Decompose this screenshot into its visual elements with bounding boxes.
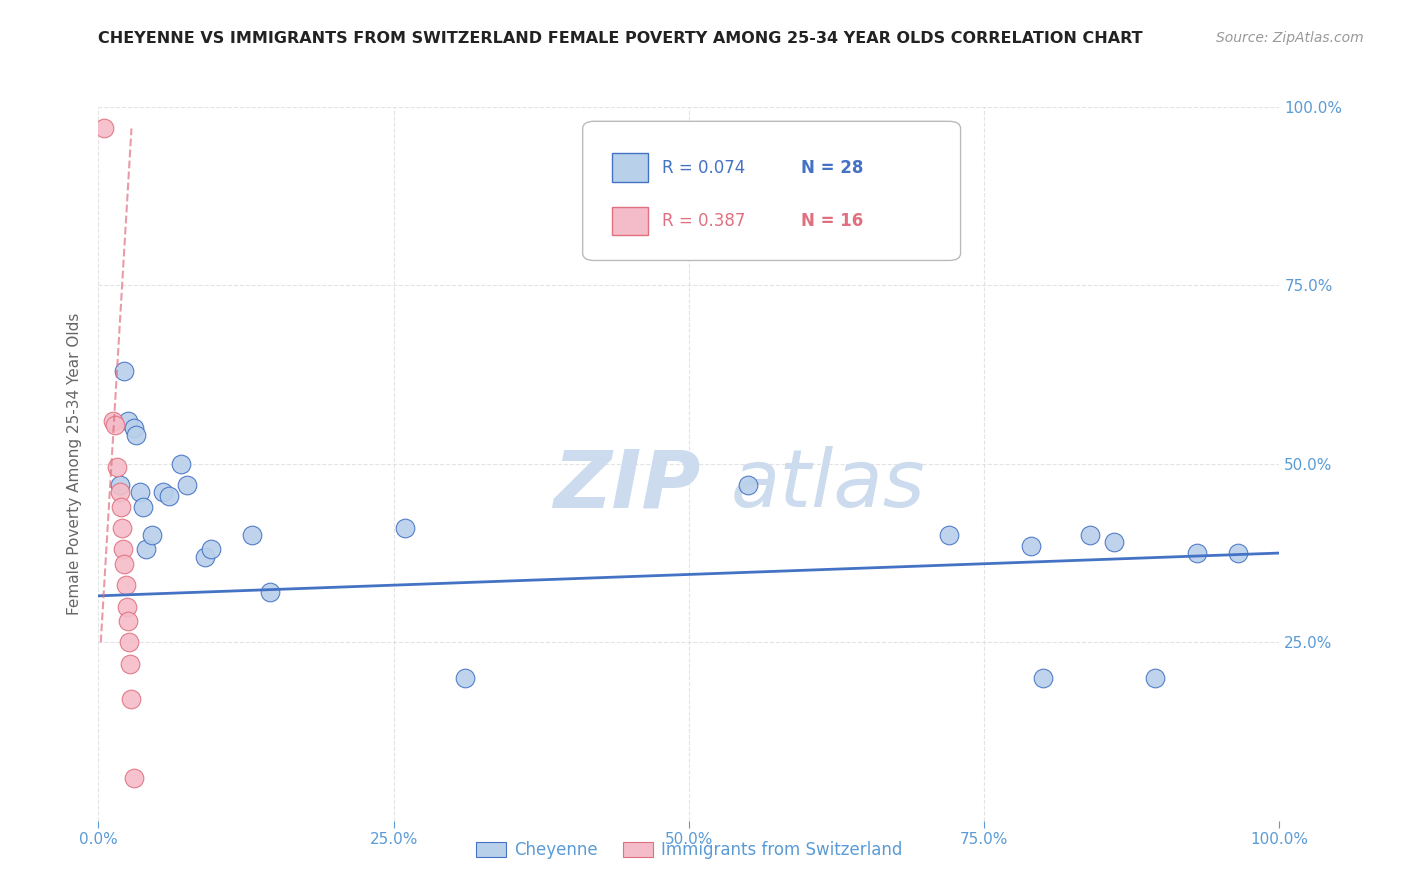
Point <box>128 485 150 500</box>
Point <box>259 585 281 599</box>
Text: N = 16: N = 16 <box>801 212 863 230</box>
Point <box>118 635 141 649</box>
Point <box>132 500 155 514</box>
Point <box>112 364 135 378</box>
Point <box>111 521 134 535</box>
Text: N = 28: N = 28 <box>801 159 863 177</box>
Point <box>105 460 128 475</box>
Point <box>737 478 759 492</box>
Point <box>112 557 135 571</box>
Point <box>122 421 145 435</box>
Point <box>125 428 148 442</box>
Text: CHEYENNE VS IMMIGRANTS FROM SWITZERLAND FEMALE POVERTY AMONG 25-34 YEAR OLDS COR: CHEYENNE VS IMMIGRANTS FROM SWITZERLAND … <box>98 31 1143 46</box>
Point <box>121 692 143 706</box>
Point <box>114 578 136 592</box>
Point <box>93 121 115 136</box>
Y-axis label: Female Poverty Among 25-34 Year Olds: Female Poverty Among 25-34 Year Olds <box>67 313 83 615</box>
Point <box>1144 671 1167 685</box>
Point <box>101 414 124 428</box>
Point <box>938 528 960 542</box>
Text: ZIP: ZIP <box>553 446 700 524</box>
Point <box>108 485 131 500</box>
Text: atlas: atlas <box>730 446 925 524</box>
Point <box>453 671 475 685</box>
Point <box>194 549 217 564</box>
Point <box>117 614 139 628</box>
Point <box>1032 671 1054 685</box>
Point <box>110 500 132 514</box>
Text: R = 0.074: R = 0.074 <box>662 159 745 177</box>
Point <box>1102 535 1125 549</box>
Point <box>104 417 127 432</box>
Point <box>1227 546 1250 560</box>
Point <box>112 542 135 557</box>
Point <box>170 457 193 471</box>
Legend: Cheyenne, Immigrants from Switzerland: Cheyenne, Immigrants from Switzerland <box>470 835 908 866</box>
Point <box>200 542 222 557</box>
Text: R = 0.387: R = 0.387 <box>662 212 745 230</box>
Point <box>394 521 416 535</box>
Point <box>1080 528 1102 542</box>
Text: Source: ZipAtlas.com: Source: ZipAtlas.com <box>1216 31 1364 45</box>
Point <box>157 489 180 503</box>
Point <box>152 485 174 500</box>
FancyBboxPatch shape <box>612 153 648 182</box>
Point <box>115 599 138 614</box>
Point <box>122 771 145 785</box>
Point <box>1185 546 1208 560</box>
Point <box>117 414 139 428</box>
Point <box>141 528 163 542</box>
Point <box>135 542 157 557</box>
Point <box>120 657 142 671</box>
Point <box>240 528 263 542</box>
FancyBboxPatch shape <box>582 121 960 260</box>
Point <box>108 478 131 492</box>
Point <box>1021 539 1043 553</box>
FancyBboxPatch shape <box>612 207 648 235</box>
Point <box>176 478 198 492</box>
